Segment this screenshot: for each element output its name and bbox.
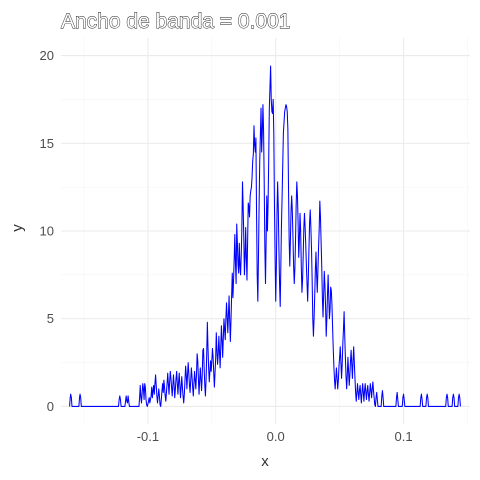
x-axis-title: x <box>261 453 269 470</box>
chart-title: Ancho de banda = 0.001 <box>61 10 290 33</box>
major-gridlines <box>61 38 470 424</box>
x-tick-label: -0.1 <box>137 429 159 444</box>
density-line <box>69 65 461 407</box>
y-tick-labels: 0 5 10 15 20 <box>40 48 54 414</box>
y-axis-title: y <box>9 224 26 232</box>
y-tick-label: 20 <box>40 48 54 63</box>
y-tick-label: 5 <box>47 311 54 326</box>
series-layer <box>69 65 461 407</box>
x-tick-label: 0.0 <box>267 429 285 444</box>
y-tick-label: 0 <box>47 399 54 414</box>
y-tick-label: 15 <box>40 136 54 151</box>
x-tick-labels: -0.1 0.0 0.1 <box>137 429 413 444</box>
x-tick-label: 0.1 <box>394 429 412 444</box>
y-tick-label: 10 <box>40 224 54 239</box>
